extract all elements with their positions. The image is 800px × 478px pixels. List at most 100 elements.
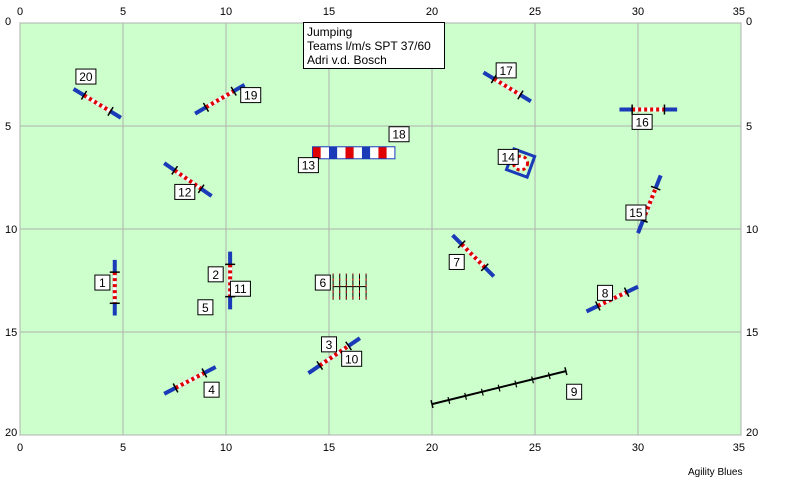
label-box bbox=[75, 68, 97, 85]
wall-segment bbox=[329, 146, 338, 159]
label-box bbox=[448, 253, 465, 270]
jump-stand bbox=[650, 185, 661, 191]
jump-stand bbox=[172, 383, 179, 393]
jump-obstacle bbox=[163, 161, 213, 198]
jump-obstacle bbox=[109, 259, 120, 316]
jump-stand bbox=[490, 74, 498, 84]
event-name: Jumping bbox=[307, 25, 353, 39]
label-text: 4 bbox=[208, 383, 215, 397]
label-text: 6 bbox=[319, 276, 326, 290]
label-box bbox=[631, 113, 653, 130]
jump-stand bbox=[623, 287, 630, 297]
wall-obstacle bbox=[312, 146, 396, 160]
y-tick-label-right: 10 bbox=[746, 224, 758, 236]
y-tick-label-right: 0 bbox=[746, 16, 752, 28]
label-text: 7 bbox=[453, 255, 460, 269]
x-tick-label-bottom: 20 bbox=[426, 442, 438, 454]
obstacle-number-label: 1 bbox=[94, 274, 111, 291]
label-box bbox=[240, 87, 262, 104]
jump-obstacle bbox=[307, 336, 362, 375]
label-box bbox=[597, 284, 614, 301]
label-text: 17 bbox=[499, 64, 513, 78]
label-text: 10 bbox=[345, 352, 359, 366]
obstacle-number-label: 4 bbox=[203, 381, 220, 398]
x-tick-label-top: 35 bbox=[733, 6, 745, 18]
wall-segment bbox=[312, 146, 321, 159]
jump-stand bbox=[517, 90, 524, 100]
x-tick-label-top: 20 bbox=[426, 6, 438, 18]
obstacle-number-label: 17 bbox=[495, 62, 517, 79]
label-text: 3 bbox=[326, 338, 333, 352]
label-box bbox=[197, 299, 214, 316]
y-tick-label-left: 0 bbox=[5, 16, 11, 28]
x-tick-label-top: 0 bbox=[17, 6, 23, 18]
label-box bbox=[388, 126, 410, 143]
label-box bbox=[174, 183, 196, 200]
obstacle-number-label: 9 bbox=[566, 383, 583, 400]
label-box bbox=[495, 62, 517, 79]
tunnel-rib bbox=[547, 372, 551, 380]
tunnel-rib bbox=[480, 388, 484, 396]
jump-stand bbox=[480, 263, 489, 272]
label-text: 11 bbox=[234, 282, 247, 296]
jump-obstacle bbox=[72, 87, 122, 120]
x-tick-label-top: 30 bbox=[632, 6, 644, 18]
y-tick-label-left: 20 bbox=[5, 427, 17, 439]
y-tick-label-right: 5 bbox=[746, 121, 752, 133]
tunnel-end bbox=[430, 400, 434, 409]
x-tick-label-top: 25 bbox=[529, 6, 541, 18]
judge-name: Adri v.d. Bosch bbox=[307, 53, 387, 67]
x-tick-label-bottom: 0 bbox=[17, 442, 23, 454]
wall-outline bbox=[312, 146, 396, 160]
jump-obstacle bbox=[194, 83, 246, 116]
label-text: 16 bbox=[635, 115, 649, 129]
jump-stand bbox=[345, 341, 353, 351]
jump-stand bbox=[201, 368, 208, 378]
wall-segment bbox=[378, 146, 387, 159]
obstacle-number-label: 14 bbox=[497, 148, 519, 165]
label-box bbox=[207, 266, 224, 283]
obstacle-number-label: 18 bbox=[388, 126, 410, 143]
label-box bbox=[566, 383, 583, 400]
label-box bbox=[203, 381, 220, 398]
x-tick-label-bottom: 35 bbox=[733, 442, 745, 454]
tunnel-rib bbox=[497, 384, 501, 392]
jump-stand bbox=[457, 240, 466, 249]
class-name: Teams l/m/s SPT 37/60 bbox=[307, 39, 431, 53]
label-text: 9 bbox=[571, 385, 578, 399]
jump-bar bbox=[460, 242, 487, 269]
obstacle-number-label: 7 bbox=[448, 253, 465, 270]
y-tick-label-left: 15 bbox=[5, 327, 17, 339]
tunnel-obstacle bbox=[430, 367, 568, 409]
jump-stand bbox=[316, 360, 324, 371]
tunnel-rib bbox=[514, 380, 518, 388]
jump-obstacle bbox=[451, 233, 496, 278]
obstacle-number-label: 12 bbox=[174, 183, 196, 200]
wall-segment bbox=[361, 146, 371, 159]
obstacle-number-label: 15 bbox=[625, 204, 647, 221]
label-box bbox=[297, 157, 319, 174]
tunnel-end bbox=[564, 367, 568, 376]
y-tick-label-left: 5 bbox=[5, 121, 11, 133]
label-text: 20 bbox=[79, 70, 93, 84]
jump-obstacle bbox=[482, 70, 532, 103]
obstacle-number-label: 10 bbox=[341, 350, 363, 367]
label-text: 18 bbox=[392, 128, 406, 142]
y-tick-label-right: 15 bbox=[746, 327, 758, 339]
label-text: 2 bbox=[212, 268, 219, 282]
label-box bbox=[321, 336, 337, 353]
jump-stand bbox=[171, 165, 179, 175]
obstacle-number-label: 5 bbox=[197, 299, 214, 316]
label-text: 12 bbox=[178, 185, 192, 199]
label-text: 15 bbox=[629, 206, 643, 220]
label-box bbox=[497, 148, 519, 165]
jump-stand bbox=[197, 184, 205, 194]
label-box bbox=[341, 350, 363, 367]
wall-segment bbox=[345, 146, 354, 159]
label-box bbox=[94, 274, 111, 291]
wall-segment bbox=[337, 146, 346, 159]
wall-segment bbox=[353, 146, 362, 159]
jump-bar bbox=[174, 371, 206, 390]
